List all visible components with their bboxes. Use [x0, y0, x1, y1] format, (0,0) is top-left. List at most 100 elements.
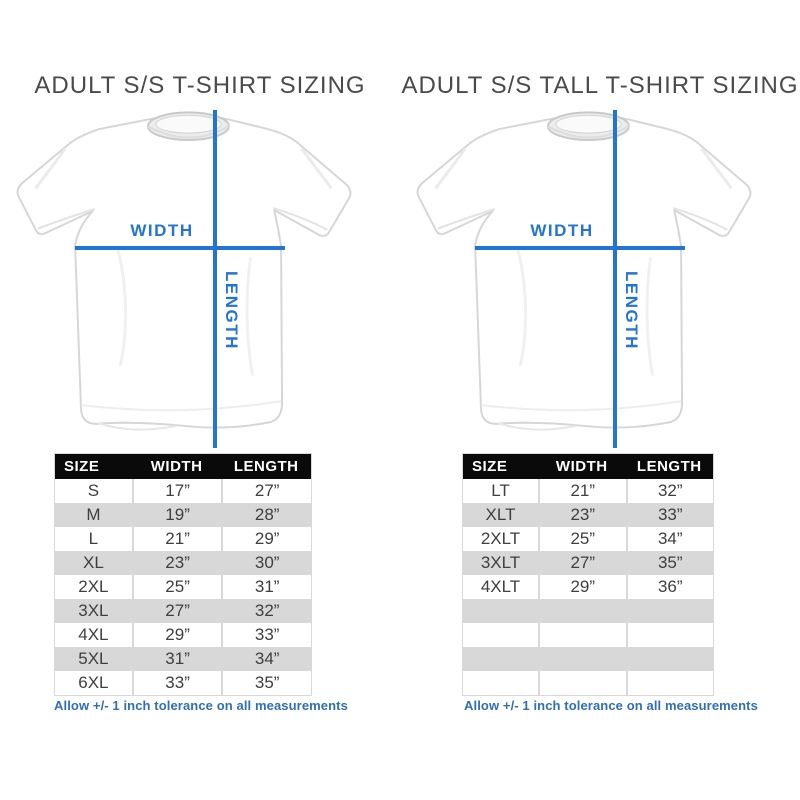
size-cell: 3XLT: [480, 553, 521, 572]
width-cell: 33”: [131, 671, 222, 695]
size-cell: 5XL: [78, 649, 109, 668]
table-row: [463, 671, 713, 695]
length-cell: 32”: [221, 599, 311, 623]
size-table-tall: SIZE WIDTH LENGTH LT 21” 32” XLT 23” 33” 2XLT 2…: [462, 453, 714, 696]
table-row: XL 23” 30”: [55, 551, 311, 575]
size-cell: L: [88, 529, 99, 548]
table-row: 3XL 27” 32”: [55, 599, 311, 623]
size-cell: S: [87, 481, 100, 500]
length-cell: [625, 647, 714, 671]
tshirt-image: [416, 111, 752, 431]
table-header: SIZE WIDTH LENGTH: [55, 454, 311, 479]
length-cell: 31”: [221, 575, 311, 599]
size-cell: 4XL: [78, 625, 109, 644]
length-measure-line: [613, 110, 617, 448]
table-row: 2XLT 25” 34”: [463, 527, 713, 551]
length-cell: 34”: [625, 527, 714, 551]
table-row: XLT 23” 33”: [463, 503, 713, 527]
size-cell: [463, 671, 538, 695]
tolerance-note: Allow +/- 1 inch tolerance on all measur…: [464, 698, 758, 713]
width-cell: 23”: [131, 551, 222, 575]
table-body: LT 21” 32” XLT 23” 33” 2XLT 25” 34” 3XLT 27” 35” 4XL…: [463, 479, 713, 695]
length-cell: [625, 623, 714, 647]
length-label: LENGTH: [622, 270, 641, 350]
width-cell: 21”: [538, 479, 626, 503]
page-title: ADULT S/S TALL T-SHIRT SIZING: [401, 72, 799, 99]
length-cell: [625, 599, 714, 623]
width-cell: [538, 647, 626, 671]
header-length-label: LENGTH: [233, 458, 299, 475]
table-row: 6XL 33” 35”: [55, 671, 311, 695]
size-cell: XL: [83, 553, 104, 572]
table-header: SIZE WIDTH LENGTH: [463, 454, 713, 479]
width-cell: [538, 671, 626, 695]
panel-tall-sizing: ADULT S/S TALL T-SHIRT SIZING WIDTH LENG…: [400, 0, 800, 800]
size-cell: 2XLT: [480, 529, 521, 548]
size-cell: [463, 647, 538, 671]
header-length-label: LENGTH: [636, 458, 702, 475]
size-cell: M: [86, 505, 101, 524]
size-cell: 6XL: [78, 673, 109, 692]
table-row: 3XLT 27” 35”: [463, 551, 713, 575]
table-row: S 17” 27”: [55, 479, 311, 503]
width-measure-line: [475, 246, 685, 250]
length-cell: 34”: [221, 647, 311, 671]
width-cell: 29”: [131, 623, 222, 647]
header-size-label: SIZE: [472, 458, 508, 475]
panel-regular-sizing: ADULT S/S T-SHIRT SIZING WIDTH LENGTH SI…: [16, 72, 366, 713]
width-cell: [538, 623, 626, 647]
tolerance-note: Allow +/- 1 inch tolerance on all measur…: [54, 698, 348, 713]
width-cell: 21”: [131, 527, 222, 551]
size-cell: [463, 599, 538, 623]
length-cell: 33”: [625, 503, 714, 527]
width-label: WIDTH: [530, 221, 594, 240]
header-width-label: WIDTH: [555, 458, 608, 475]
length-cell: 35”: [625, 551, 714, 575]
length-label: LENGTH: [222, 270, 241, 350]
length-cell: 27”: [221, 479, 311, 503]
size-cell: 4XLT: [480, 577, 521, 596]
length-cell: 35”: [221, 671, 311, 695]
length-cell: [625, 671, 714, 695]
table-row: [463, 623, 713, 647]
length-cell: 28”: [221, 503, 311, 527]
width-cell: 25”: [538, 527, 626, 551]
size-table-regular: SIZE WIDTH LENGTH S 17” 27” M 19” 28” L 21” 29” X…: [54, 453, 312, 696]
width-cell: 17”: [131, 479, 222, 503]
table-row: 4XL 29” 33”: [55, 623, 311, 647]
width-cell: 25”: [131, 575, 222, 599]
table-body: S 17” 27” M 19” 28” L 21” 29” XL 23” 30” 2XL 25” 31” 3X…: [55, 479, 311, 695]
width-cell: 19”: [131, 503, 222, 527]
length-cell: 36”: [625, 575, 714, 599]
size-cell: LT: [491, 481, 510, 500]
width-cell: 23”: [538, 503, 626, 527]
length-measure-line: [213, 110, 217, 448]
width-cell: 29”: [538, 575, 626, 599]
width-cell: 27”: [131, 599, 222, 623]
tshirt-image: [16, 111, 352, 431]
table-row: 4XLT 29” 36”: [463, 575, 713, 599]
size-cell: 3XL: [78, 601, 109, 620]
width-cell: [538, 599, 626, 623]
header-width-label: WIDTH: [150, 458, 203, 475]
table-row: 2XL 25” 31”: [55, 575, 311, 599]
table-row: L 21” 29”: [55, 527, 311, 551]
size-cell: [463, 623, 538, 647]
width-cell: 27”: [538, 551, 626, 575]
width-measure-line: [75, 246, 285, 250]
length-cell: 30”: [221, 551, 311, 575]
table-row: [463, 647, 713, 671]
table-row: LT 21” 32”: [463, 479, 713, 503]
table-row: [463, 599, 713, 623]
size-cell: 2XL: [78, 577, 109, 596]
width-cell: 31”: [131, 647, 222, 671]
header-size-label: SIZE: [64, 458, 100, 475]
table-row: 5XL 31” 34”: [55, 647, 311, 671]
page-title: ADULT S/S T-SHIRT SIZING: [34, 72, 366, 99]
length-cell: 32”: [625, 479, 714, 503]
table-row: M 19” 28”: [55, 503, 311, 527]
size-cell: XLT: [485, 505, 516, 524]
width-label: WIDTH: [130, 221, 194, 240]
length-cell: 33”: [221, 623, 311, 647]
